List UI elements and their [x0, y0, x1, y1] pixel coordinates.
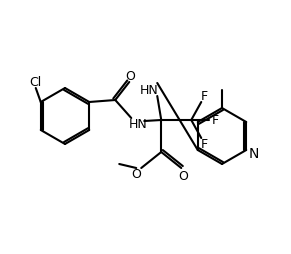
Text: HN: HN — [140, 83, 159, 96]
Text: F: F — [201, 90, 208, 103]
Text: O: O — [131, 168, 141, 181]
Text: Cl: Cl — [30, 75, 42, 88]
Text: O: O — [125, 69, 135, 82]
Text: N: N — [249, 146, 260, 160]
Text: F: F — [212, 114, 219, 127]
Text: F: F — [201, 138, 208, 151]
Text: HN: HN — [129, 118, 148, 131]
Text: O: O — [178, 169, 188, 182]
